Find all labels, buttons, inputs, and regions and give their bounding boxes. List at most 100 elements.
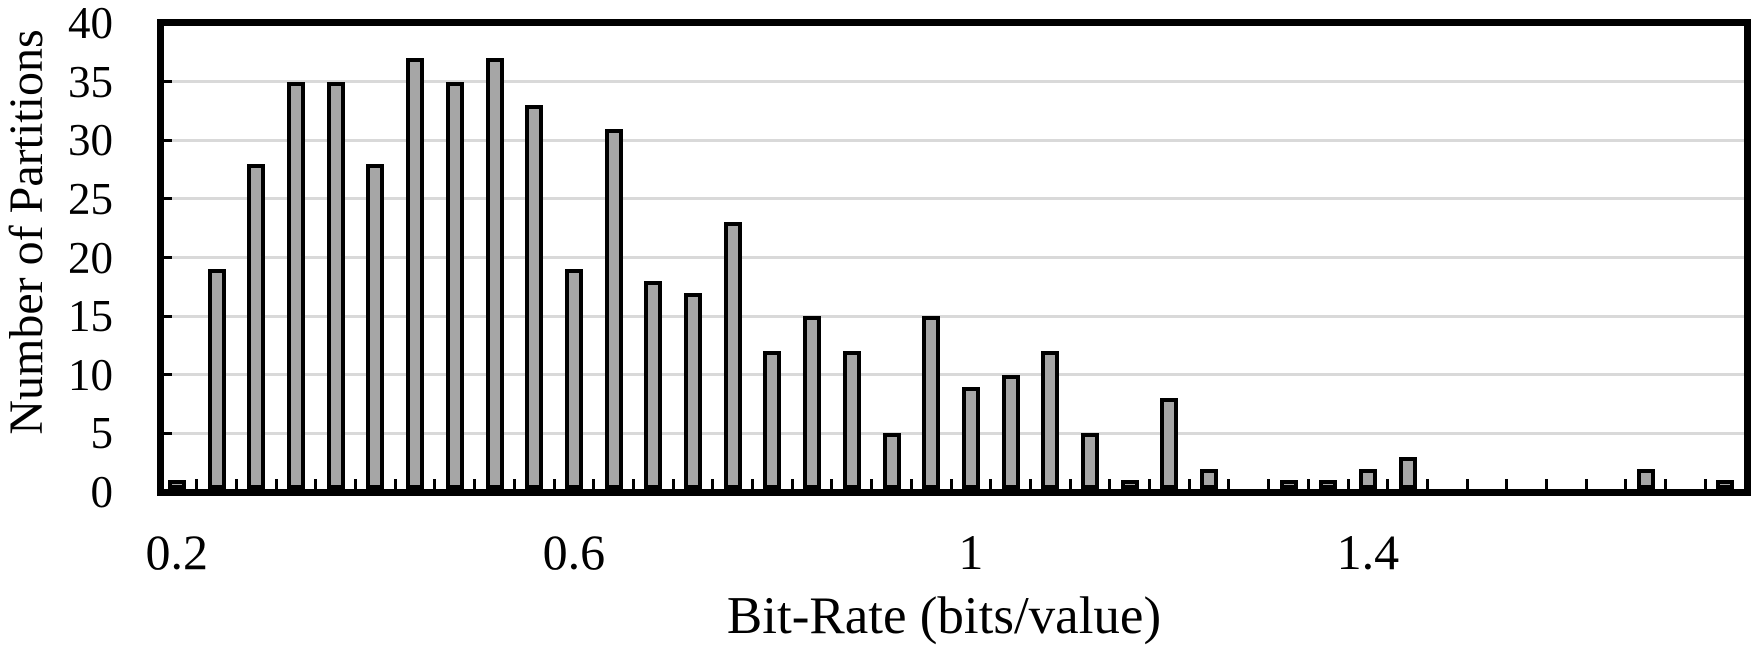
y-tick-label: 10 — [68, 349, 113, 400]
y-tick-label: 15 — [68, 291, 113, 342]
bar — [644, 281, 663, 489]
gridline — [164, 373, 1744, 377]
bar — [406, 58, 425, 489]
y-axis-tick — [164, 431, 172, 435]
x-tick-label: 0.2 — [145, 524, 209, 580]
bar — [1358, 468, 1377, 489]
gridline — [164, 256, 1744, 259]
x-axis-tick — [1465, 479, 1469, 489]
y-tick-label: 20 — [68, 232, 113, 283]
x-axis-tick — [1148, 479, 1151, 489]
gridline — [164, 431, 1744, 435]
bar — [842, 351, 861, 489]
x-axis-tick — [1664, 479, 1668, 489]
y-tick-label: 30 — [68, 115, 113, 166]
y-axis-tick — [164, 314, 172, 318]
x-axis-tick — [1425, 479, 1429, 489]
bar — [1279, 480, 1298, 489]
bar — [525, 105, 544, 489]
x-axis-tick — [631, 479, 635, 489]
bar — [1636, 468, 1655, 489]
x-axis-tick — [671, 479, 675, 489]
x-axis-tick — [433, 479, 437, 489]
bar — [445, 81, 464, 489]
x-axis-tick — [751, 479, 754, 489]
y-tick-label: 5 — [90, 408, 114, 459]
x-axis-tick — [1187, 479, 1191, 489]
y-tick-label: 35 — [68, 56, 113, 107]
x-axis-tick — [1624, 479, 1628, 489]
bar — [207, 269, 226, 489]
x-axis-tick — [354, 479, 357, 489]
x-axis-tick — [592, 479, 596, 489]
y-axis-tick — [164, 138, 172, 142]
x-axis-tick — [870, 479, 874, 489]
x-axis-tick — [790, 479, 794, 489]
bar — [922, 316, 941, 489]
x-axis-tick — [909, 479, 913, 489]
x-axis-tick — [1545, 479, 1548, 489]
y-tick-label: 40 — [68, 0, 113, 48]
bar — [763, 351, 782, 489]
x-tick-label: 1.4 — [1336, 524, 1400, 580]
x-axis-tick — [234, 479, 238, 489]
x-axis-tick — [1267, 479, 1271, 489]
bar — [604, 128, 623, 489]
bar — [1398, 456, 1417, 489]
x-axis-title: Bit-Rate (bits/value) — [726, 587, 1162, 645]
bar — [1081, 433, 1099, 489]
bar — [564, 269, 583, 489]
bar — [167, 480, 186, 489]
x-axis-tick — [949, 479, 953, 489]
bar — [1120, 480, 1139, 489]
x-axis-tick — [1028, 479, 1032, 489]
x-axis-tick — [314, 479, 318, 489]
x-axis-tick — [1108, 479, 1112, 489]
y-tick-label: 25 — [68, 173, 113, 224]
gridline — [164, 80, 1744, 84]
x-axis-tick — [989, 479, 993, 489]
x-tick-label: 0.6 — [542, 524, 606, 580]
bar — [961, 386, 980, 489]
bar — [485, 58, 504, 489]
x-axis-tick — [830, 479, 834, 489]
x-tick-label: 1 — [958, 524, 984, 580]
x-axis-tick — [1703, 479, 1707, 489]
x-axis-tick — [274, 479, 278, 489]
x-axis-tick — [393, 479, 397, 489]
bar — [882, 433, 901, 489]
x-axis-tick — [1505, 479, 1509, 489]
bar — [723, 222, 742, 489]
y-axis-tick — [164, 197, 172, 201]
gridline — [164, 314, 1744, 318]
x-axis-tick — [1346, 479, 1350, 489]
y-tick-label: 0 — [90, 467, 114, 517]
x-axis-tick — [552, 479, 556, 489]
bar — [247, 163, 266, 489]
bar — [366, 163, 385, 489]
x-axis-tick — [711, 479, 715, 489]
y-axis-title-text: Number of Partitions — [0, 29, 53, 435]
y-axis-tick — [164, 80, 172, 84]
gridline — [164, 197, 1744, 201]
x-axis-tick — [512, 479, 516, 489]
y-axis-tick — [164, 373, 172, 377]
bar — [1200, 468, 1219, 489]
x-axis-tick — [1227, 479, 1231, 489]
bar — [1001, 374, 1020, 490]
x-axis-tick — [473, 479, 477, 489]
bar — [1041, 351, 1060, 489]
bar — [684, 292, 702, 489]
x-axis-tick — [195, 479, 199, 489]
x-axis-tick — [1306, 479, 1310, 489]
bar — [1160, 398, 1179, 489]
y-axis-tick — [164, 256, 172, 259]
x-axis-tick — [1068, 479, 1072, 489]
gridline — [164, 138, 1744, 142]
bar — [1319, 480, 1338, 489]
bar — [326, 81, 345, 489]
bar — [803, 316, 822, 489]
x-axis-tick — [1584, 479, 1588, 489]
x-axis-tick — [1386, 479, 1390, 489]
